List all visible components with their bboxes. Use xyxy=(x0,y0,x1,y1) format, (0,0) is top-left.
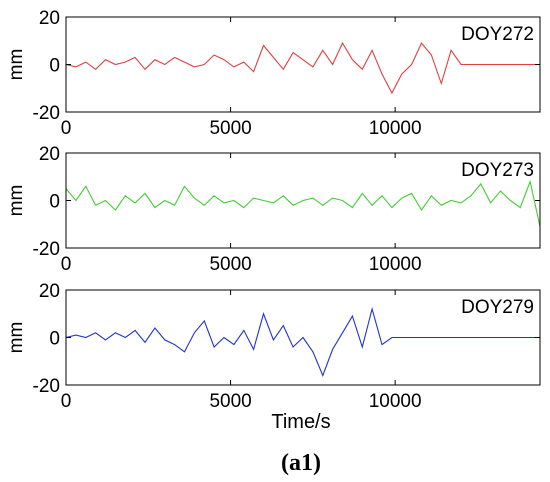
y-axis-label: mm xyxy=(6,322,27,354)
figure-caption: (a1) xyxy=(281,450,321,476)
y-tick-label: -20 xyxy=(33,103,60,124)
x-tick-label: 5000 xyxy=(209,391,251,412)
x-tick-label: 10000 xyxy=(369,254,422,275)
y-tick-label: -20 xyxy=(33,239,60,260)
y-tick-label: 0 xyxy=(49,56,60,77)
y-tick-label: -20 xyxy=(33,376,60,397)
x-tick-label: 5000 xyxy=(209,118,251,139)
x-tick-label: 5000 xyxy=(209,254,251,275)
y-tick-label: 0 xyxy=(49,329,60,350)
x-tick-label: 10000 xyxy=(369,118,422,139)
y-tick-label: 20 xyxy=(39,144,60,165)
y-axis-label: mm xyxy=(6,49,27,81)
x-tick-label: 0 xyxy=(61,254,72,275)
x-tick-label: 10000 xyxy=(369,391,422,412)
series-line xyxy=(65,41,540,95)
y-tick-label: 0 xyxy=(49,192,60,213)
x-tick-label: 0 xyxy=(61,391,72,412)
y-tick-label: 20 xyxy=(39,281,60,302)
legend-label: DOY272 xyxy=(461,24,534,45)
x-tick-label: 0 xyxy=(61,118,72,139)
series-line xyxy=(65,306,540,377)
y-tick-label: 20 xyxy=(39,8,60,29)
legend-label: DOY279 xyxy=(461,297,534,318)
x-axis-label: Time/s xyxy=(271,411,330,433)
series-line xyxy=(65,179,541,227)
y-axis-label: mm xyxy=(6,185,27,217)
legend-label: DOY273 xyxy=(461,160,534,181)
